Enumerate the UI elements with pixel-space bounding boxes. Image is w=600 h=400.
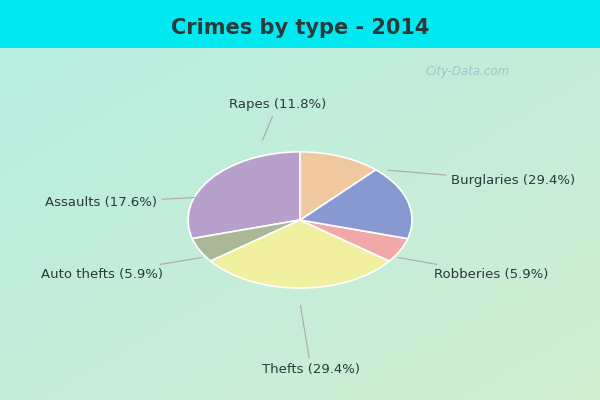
Wedge shape — [211, 220, 389, 288]
Text: Auto thefts (5.9%): Auto thefts (5.9%) — [41, 258, 202, 281]
Text: Burglaries (29.4%): Burglaries (29.4%) — [388, 170, 575, 187]
Wedge shape — [300, 170, 412, 238]
Text: Assaults (17.6%): Assaults (17.6%) — [44, 196, 195, 209]
Wedge shape — [300, 152, 376, 220]
Text: City-Data.com: City-Data.com — [426, 66, 510, 78]
Text: Crimes by type - 2014: Crimes by type - 2014 — [171, 18, 429, 38]
Wedge shape — [300, 220, 408, 261]
Text: Robberies (5.9%): Robberies (5.9%) — [398, 258, 549, 281]
Text: Thefts (29.4%): Thefts (29.4%) — [262, 306, 360, 376]
Wedge shape — [188, 152, 300, 238]
Wedge shape — [192, 220, 300, 261]
Text: Rapes (11.8%): Rapes (11.8%) — [229, 98, 326, 140]
